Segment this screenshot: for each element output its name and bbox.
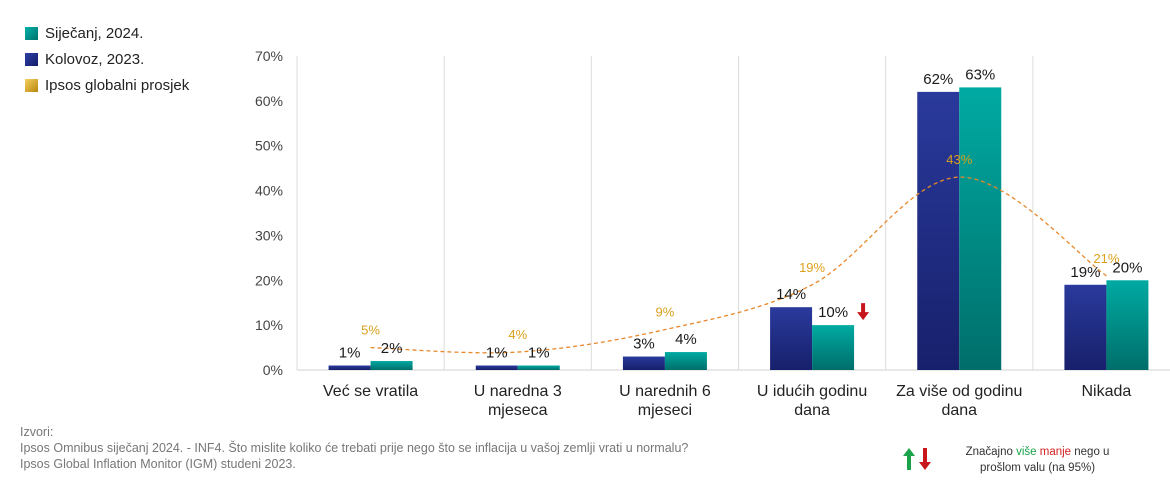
data-label-aug-2023: 1% <box>486 345 508 362</box>
sources-line-1: Ipsos Omnibus siječanj 2024. - INF4. Što… <box>20 441 689 455</box>
y-tick-label: 40% <box>255 183 283 199</box>
data-label-aug-2023: 19% <box>1070 264 1100 281</box>
category-label: dana <box>794 402 830 419</box>
category-label: U idućih godinu <box>757 383 867 400</box>
legend-item-aug-2023: Kolovoz, 2023. <box>25 46 189 72</box>
bar-jan-2024 <box>370 361 413 370</box>
data-label-jan-2024: 2% <box>381 340 403 357</box>
y-axis-ticks: 0% 10% 20% 30% 40% 50% 60% 70% <box>255 48 283 378</box>
sig-less: manje <box>1039 446 1072 458</box>
data-label-jan-2024: 4% <box>675 331 697 348</box>
bar-aug-2023 <box>328 365 371 370</box>
global-average-line-path <box>370 176 1107 354</box>
sources-title: Izvori: <box>20 425 54 439</box>
bar-jan-2024 <box>959 87 1002 371</box>
sources-line-2: Ipsos Global Inflation Monitor (IGM) stu… <box>20 457 296 471</box>
bar-aug-2023 <box>475 365 518 370</box>
sig-suffix: nego u <box>1071 446 1110 458</box>
data-label-jan-2024: 1% <box>528 345 550 362</box>
data-label-global-average: 9% <box>656 305 675 320</box>
data-label-global-average: 21% <box>1093 251 1119 266</box>
y-tick-label: 60% <box>255 93 283 109</box>
x-axis-categories: Već se vratila U naredna 3 mjeseca U naredn… <box>323 383 1131 419</box>
data-label-global-average: 4% <box>508 327 527 342</box>
legend-item-global-average: Ipsos globalni prosjek <box>25 72 189 98</box>
category-label: U narednih 6 <box>619 383 711 400</box>
significance-down-arrow-icon <box>857 303 870 321</box>
bar-jan-2024 <box>1106 280 1149 370</box>
data-label-jan-2024: 63% <box>965 66 995 83</box>
bar-aug-2023 <box>1064 284 1107 370</box>
category-label: Nikada <box>1082 383 1132 400</box>
bars <box>328 87 1149 371</box>
y-tick-label: 0% <box>263 362 283 378</box>
legend-label: Kolovoz, 2023. <box>45 50 145 68</box>
legend-swatch-navy <box>25 52 38 66</box>
category-label: Za više od godinu <box>896 383 1022 400</box>
legend-swatch-teal <box>25 26 38 40</box>
category-label: dana <box>941 402 977 419</box>
data-label-aug-2023: 3% <box>633 336 655 353</box>
sig-line-2: prošlom valu (na 95%) <box>979 462 1096 474</box>
data-label-global-average: 19% <box>799 260 825 275</box>
bar-jan-2024 <box>517 365 560 370</box>
bar-aug-2023 <box>770 307 813 370</box>
data-labels: 1% 2% 1% 1% 3% 4% 14% 10% 62% 63% 19% 20% <box>339 66 1143 361</box>
data-label-jan-2024: 20% <box>1112 259 1142 276</box>
y-tick-label: 20% <box>255 272 283 288</box>
legend-swatch-gold <box>25 78 38 92</box>
data-label-aug-2023: 62% <box>923 71 953 88</box>
data-label-jan-2024: 10% <box>818 304 848 321</box>
y-tick-label: 10% <box>255 317 283 333</box>
y-tick-label: 30% <box>255 227 283 243</box>
category-label: mjeseci <box>638 402 692 419</box>
data-label-global-average: 43% <box>946 152 972 167</box>
legend-label: Siječanj, 2024. <box>45 24 144 42</box>
y-tick-label: 70% <box>255 48 283 64</box>
bar-jan-2024 <box>812 325 855 370</box>
sig-prefix: Značajno <box>965 446 1017 458</box>
data-label-aug-2023: 14% <box>776 286 806 303</box>
bar-aug-2023 <box>622 356 665 370</box>
data-label-aug-2023: 1% <box>339 345 361 362</box>
gridlines <box>296 56 1170 371</box>
global-average-line: 5% 4%9%19%43%21% <box>361 152 1120 354</box>
sources-note: Izvori: Ipsos Omnibus siječanj 2024. - I… <box>20 424 688 472</box>
legend-label: Ipsos globalni prosjek <box>45 76 190 94</box>
category-label: Već se vratila <box>323 383 418 400</box>
bar-jan-2024 <box>664 352 707 370</box>
y-tick-label: 50% <box>255 138 283 154</box>
legend: Siječanj, 2024. Kolovoz, 2023. Ipsos glo… <box>25 20 189 98</box>
category-label: mjeseca <box>488 402 548 419</box>
bar-aug-2023 <box>917 91 960 370</box>
legend-item-jan-2024: Siječanj, 2024. <box>25 20 189 46</box>
category-label: U naredna 3 <box>474 383 562 400</box>
data-label-global-average: 5% <box>361 323 380 338</box>
significance-arrows-icon <box>903 448 931 470</box>
sig-more: više <box>1016 446 1037 458</box>
significance-legend-text: Značajno više manje nego u prošlom valu … <box>940 444 1135 476</box>
